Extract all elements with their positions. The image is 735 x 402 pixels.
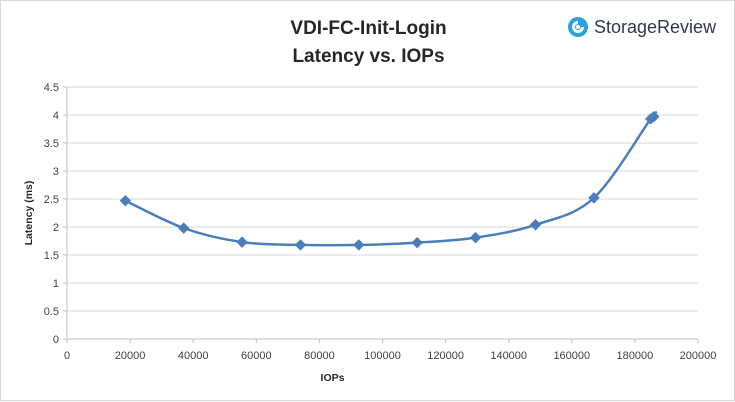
data-point-marker (529, 219, 542, 231)
data-point-marker (119, 194, 132, 207)
data-point-marker (353, 239, 365, 251)
storagereview-logo-icon (568, 17, 588, 37)
x-tick-label: 0 (64, 350, 70, 362)
y-tick-label: 0.5 (44, 306, 59, 318)
data-point-marker (469, 231, 482, 244)
brand-logo: StorageReview (568, 15, 716, 39)
series-line (124, 111, 658, 247)
y-tick-label: 4.5 (44, 82, 59, 94)
chart-subtitle: Latency vs. IOPs (292, 46, 445, 67)
x-tick-label: 200000 (680, 350, 717, 362)
y-tick-label: 2 (53, 222, 59, 234)
x-axis-label: IOPs (321, 372, 345, 384)
data-point-marker (648, 110, 660, 123)
data-point-marker (236, 236, 248, 248)
y-tick-label: 4 (53, 110, 59, 122)
x-tick-label: 140000 (490, 350, 527, 362)
y-tick-label: 2.5 (44, 194, 59, 206)
y-tick-label: 3.5 (44, 138, 59, 150)
brand-name: StorageReview (594, 16, 717, 37)
x-tick-label: 60000 (241, 350, 272, 362)
data-point-marker (411, 236, 423, 249)
series-layer (119, 110, 660, 251)
y-axis-label: Latency (ms) (23, 181, 35, 246)
data-point-marker (294, 239, 307, 251)
y-tick-label: 0 (53, 334, 59, 346)
data-point-marker (588, 192, 600, 204)
x-tick-label: 160000 (553, 350, 590, 362)
axes (63, 86, 699, 343)
y-tick-label: 1.5 (44, 250, 59, 262)
tick-labels: 0 0.5 1 1.5 2 2.5 3 3.5 4 4.5 0 20000 40000 60000 8000… (44, 82, 717, 362)
y-tick-label: 1 (53, 278, 59, 290)
x-tick-label: 20000 (115, 350, 146, 362)
x-tick-label: 40000 (178, 350, 209, 362)
chart-title-block: VDI-FC-Init-Login Latency vs. IOPs (1, 15, 735, 71)
x-tick-label: 80000 (304, 350, 335, 362)
chart-title: VDI-FC-Init-Login (290, 18, 447, 39)
x-tick-label: 180000 (617, 350, 654, 362)
x-tick-label: 100000 (364, 350, 401, 362)
data-point-marker (178, 222, 190, 234)
x-tick-label: 120000 (427, 350, 464, 362)
gridlines (67, 86, 698, 312)
y-tick-label: 3 (53, 166, 59, 178)
